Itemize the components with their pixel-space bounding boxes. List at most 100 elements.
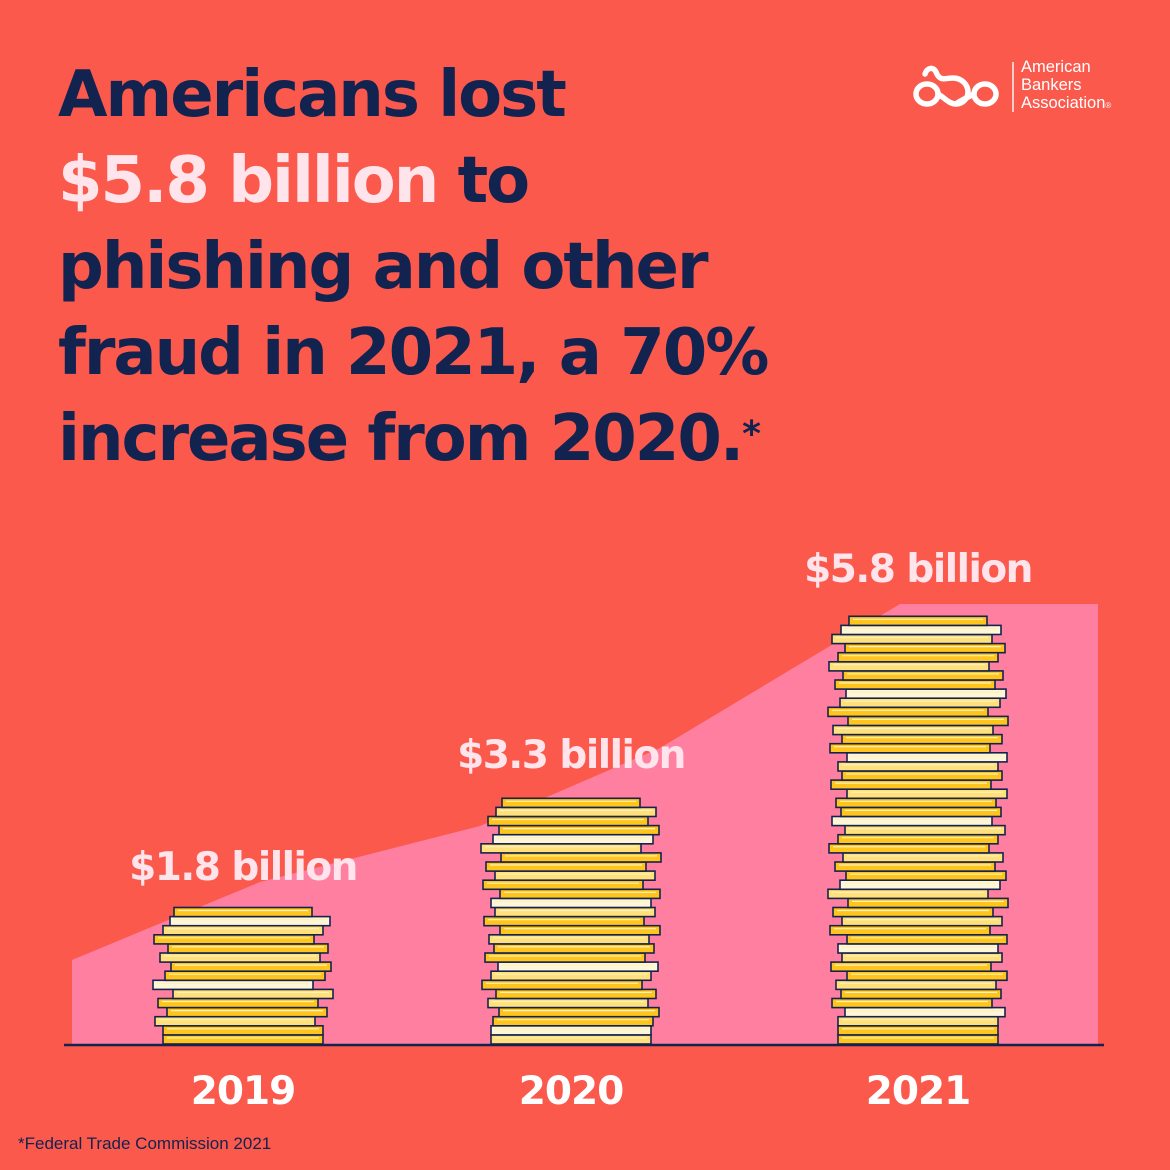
headline-highlight-amount: $5.8 billion	[58, 144, 439, 218]
coin	[837, 761, 999, 772]
x-tick-label-2020: 2020	[519, 1069, 624, 1114]
coin	[485, 861, 647, 872]
coin	[839, 697, 1001, 709]
coin	[831, 633, 993, 645]
coin	[839, 879, 1001, 891]
coin	[169, 915, 331, 927]
headline-asterisk: *	[742, 414, 761, 455]
coin	[830, 779, 992, 790]
coin	[837, 1034, 999, 1045]
coin	[842, 670, 1004, 681]
coin	[828, 842, 990, 854]
coin	[844, 1006, 1006, 1018]
coin	[488, 933, 650, 945]
coin	[831, 997, 993, 1009]
coin	[483, 915, 645, 927]
coin	[495, 806, 657, 818]
coin	[835, 979, 997, 991]
coin	[494, 870, 656, 881]
coin	[162, 924, 324, 936]
x-tick-label-2019: 2019	[191, 1069, 296, 1114]
coin	[157, 997, 319, 1009]
coin	[170, 961, 332, 972]
coin	[493, 943, 655, 954]
coin	[499, 924, 661, 936]
headline-line-1: Americans lost	[58, 58, 567, 132]
coin	[831, 815, 993, 827]
coin	[844, 642, 1006, 654]
coin	[846, 788, 1008, 800]
coin	[498, 1006, 660, 1018]
coin	[837, 833, 999, 845]
coin	[841, 733, 1003, 745]
headline-line-4: fraud in 2021, a 70%	[58, 316, 769, 390]
coin	[834, 861, 996, 872]
logo-line-association-text: Association	[1021, 94, 1106, 112]
headline-line-5: increase from 2020.*	[58, 396, 878, 482]
coin-stack-bar-2021	[827, 615, 1009, 1045]
coin	[487, 997, 649, 1009]
coin	[837, 1025, 999, 1036]
coin	[162, 1025, 324, 1036]
logo-line-bankers: Bankers	[1021, 76, 1082, 94]
coin	[837, 651, 999, 663]
coin	[490, 970, 652, 982]
headline-line-2-rest: to	[437, 144, 531, 218]
x-tick-label-2021: 2021	[866, 1069, 971, 1114]
coin	[840, 988, 1002, 1000]
coin	[154, 1015, 316, 1027]
logo-line-american: American	[1021, 58, 1091, 76]
coin-stack-bar-2020	[480, 797, 662, 1045]
coin	[837, 943, 999, 954]
coin	[841, 952, 1003, 963]
coin	[492, 1015, 654, 1027]
coin	[844, 824, 1006, 836]
coin	[159, 952, 321, 963]
coin	[846, 970, 1008, 982]
coin	[845, 870, 1007, 881]
coin	[846, 751, 1008, 763]
coin	[846, 933, 1008, 945]
coin	[490, 1034, 652, 1045]
coin	[490, 897, 652, 909]
data-label-2019: $1.8 billion	[129, 845, 357, 890]
headline-line-5-text: increase from 2020.	[58, 402, 744, 476]
coin	[495, 988, 657, 1000]
coin	[837, 1015, 999, 1027]
coin	[840, 624, 1002, 636]
coin	[832, 724, 994, 736]
coin	[829, 742, 991, 754]
logo-text: American Bankers Association®	[1021, 58, 1111, 115]
footnote: *Federal Trade Commission 2021	[18, 1134, 272, 1153]
coin	[842, 852, 1004, 863]
coin	[499, 888, 661, 900]
coin	[829, 924, 991, 936]
coin	[152, 979, 314, 991]
coin	[172, 988, 334, 1000]
headline-line-2: $5.8 billion to	[58, 138, 878, 224]
coin-stack-bar-2019	[152, 906, 334, 1045]
coin	[830, 961, 992, 972]
coin	[848, 615, 988, 627]
coin	[828, 660, 990, 672]
registered-mark: ®	[1105, 101, 1112, 110]
coin	[482, 879, 644, 891]
coin	[497, 961, 659, 972]
coin	[841, 915, 1003, 927]
headline: Americans lost $5.8 billion to phishing …	[58, 52, 878, 482]
coin	[840, 806, 1002, 818]
coin	[835, 797, 997, 809]
coin	[173, 906, 313, 918]
coin	[494, 906, 656, 918]
coin	[847, 715, 1009, 727]
coin	[480, 842, 642, 854]
coin	[153, 933, 315, 945]
coin	[827, 888, 989, 900]
data-label-2020: $3.3 billion	[457, 733, 685, 778]
coin	[162, 1034, 324, 1045]
coin	[167, 943, 329, 954]
coin	[490, 1025, 652, 1036]
coin	[841, 770, 1003, 781]
coin	[166, 1006, 328, 1018]
